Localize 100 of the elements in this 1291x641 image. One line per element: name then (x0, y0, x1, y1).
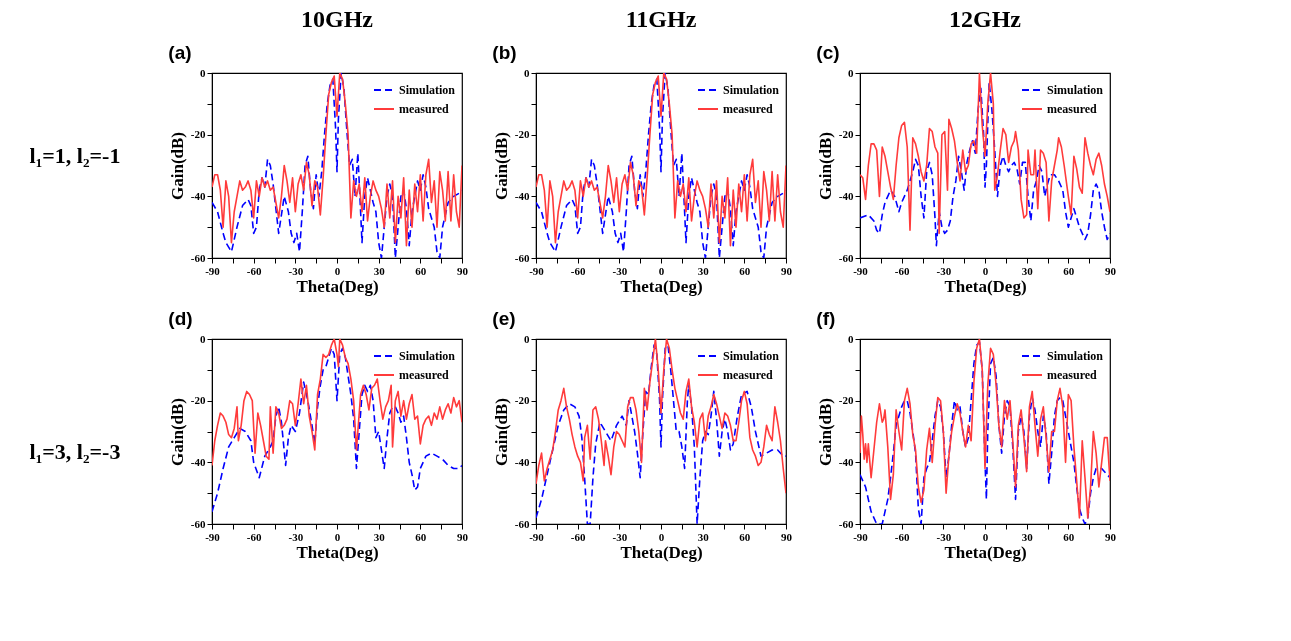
x-tick-label: 60 (1063, 530, 1075, 543)
y-tick-label: -40 (838, 189, 854, 202)
x-tick-label: 90 (1105, 530, 1117, 543)
x-tick-label: 90 (781, 264, 793, 277)
x-tick-label: -90 (853, 264, 869, 277)
legend-label: Simulation (1047, 83, 1104, 97)
y-tick-label: -40 (190, 189, 206, 202)
chart-title: (e) (492, 308, 516, 329)
x-tick-label: 0 (658, 530, 665, 543)
y-tick-label: -40 (514, 455, 530, 468)
y-tick-label: 0 (200, 66, 206, 79)
x-tick-label: -90 (529, 264, 545, 277)
line-series (212, 347, 462, 513)
x-axis-title: Theta(Deg) (296, 542, 379, 562)
y-axis-title: Gain(dB) (815, 131, 835, 201)
text: 10GHz (301, 6, 374, 32)
legend-label: Simulation (1047, 349, 1104, 363)
x-tick-label: 0 (658, 264, 665, 277)
text: 12GHz (949, 6, 1022, 32)
x-tick-label: 90 (457, 264, 469, 277)
legend-label: Simulation (399, 349, 456, 363)
x-tick-label: -30 (612, 264, 628, 277)
y-tick-label: -60 (514, 517, 530, 530)
x-axis-title: Theta(Deg) (620, 542, 703, 562)
chart-title: (a) (168, 42, 192, 63)
x-tick-label: -60 (246, 530, 262, 543)
x-tick-label: 0 (334, 264, 341, 277)
x-axis-title: Theta(Deg) (944, 276, 1027, 296)
y-tick-label: 0 (848, 332, 854, 345)
y-tick-label: 0 (524, 332, 530, 345)
x-tick-label: -30 (936, 264, 952, 277)
y-axis-title: Gain(dB) (491, 397, 511, 467)
y-tick-label: -60 (190, 517, 206, 530)
y-tick-label: -20 (514, 128, 530, 141)
x-tick-label: -60 (570, 530, 586, 543)
x-tick-label: 60 (1063, 264, 1075, 277)
x-tick-label: -60 (894, 530, 910, 543)
y-tick-label: 0 (848, 66, 854, 79)
y-axis-title: Gain(dB) (491, 131, 511, 201)
x-tick-label: 60 (739, 530, 751, 543)
x-axis-title: Theta(Deg) (620, 276, 703, 296)
y-axis-title: Gain(dB) (167, 131, 187, 201)
legend-label: measured (723, 368, 774, 382)
legend-label: measured (1047, 368, 1098, 382)
chart-title: (b) (492, 42, 517, 63)
x-tick-label: 30 (697, 264, 710, 277)
y-tick-label: 0 (200, 332, 206, 345)
legend-label: measured (1047, 102, 1098, 116)
x-tick-label: 30 (373, 264, 386, 277)
y-tick-label: -20 (838, 128, 854, 141)
x-axis-title: Theta(Deg) (944, 542, 1027, 562)
x-tick-label: 60 (415, 530, 427, 543)
line-series (536, 339, 786, 494)
legend-label: measured (399, 102, 450, 116)
y-tick-label: -60 (514, 251, 530, 264)
y-tick-label: -20 (838, 394, 854, 407)
x-axis-title: Theta(Deg) (296, 276, 379, 296)
y-tick-label: -20 (514, 394, 530, 407)
x-tick-label: -30 (288, 530, 304, 543)
legend-label: Simulation (399, 83, 456, 97)
x-tick-label: 90 (781, 530, 793, 543)
x-tick-label: -60 (570, 264, 586, 277)
x-tick-label: -30 (936, 530, 952, 543)
x-tick-label: -30 (612, 530, 628, 543)
x-tick-label: 90 (457, 530, 469, 543)
y-tick-label: -60 (838, 251, 854, 264)
legend-label: measured (723, 102, 774, 116)
line-series (536, 344, 786, 524)
x-tick-label: 60 (739, 264, 751, 277)
x-tick-label: 60 (415, 264, 427, 277)
y-tick-label: -60 (190, 251, 206, 264)
y-tick-label: -20 (190, 128, 206, 141)
y-tick-label: -40 (838, 455, 854, 468)
x-tick-label: 30 (373, 530, 386, 543)
x-tick-label: -90 (205, 530, 221, 543)
y-axis-title: Gain(dB) (167, 397, 187, 467)
x-tick-label: 90 (1105, 264, 1117, 277)
y-tick-label: -20 (190, 394, 206, 407)
y-tick-label: -60 (838, 517, 854, 530)
x-tick-label: 0 (982, 264, 989, 277)
text: l₁=1, l₂=-1 (29, 143, 121, 169)
text: l₁=3, l₂=-3 (29, 439, 121, 465)
x-tick-label: -90 (205, 264, 221, 277)
chart-title: (c) (816, 42, 840, 63)
line-series (212, 339, 462, 467)
x-tick-label: 30 (1021, 530, 1034, 543)
x-tick-label: -30 (288, 264, 304, 277)
x-tick-label: 30 (1021, 264, 1034, 277)
y-axis-title: Gain(dB) (815, 397, 835, 467)
legend-label: measured (399, 368, 450, 382)
legend-label: Simulation (723, 349, 780, 363)
x-tick-label: -90 (529, 530, 545, 543)
x-tick-label: -60 (894, 264, 910, 277)
y-tick-label: -40 (514, 189, 530, 202)
legend-label: Simulation (723, 83, 780, 97)
y-tick-label: 0 (524, 66, 530, 79)
x-tick-label: 0 (334, 530, 341, 543)
y-tick-label: -40 (190, 455, 206, 468)
text: 11GHz (625, 6, 697, 32)
x-tick-label: 30 (697, 530, 710, 543)
